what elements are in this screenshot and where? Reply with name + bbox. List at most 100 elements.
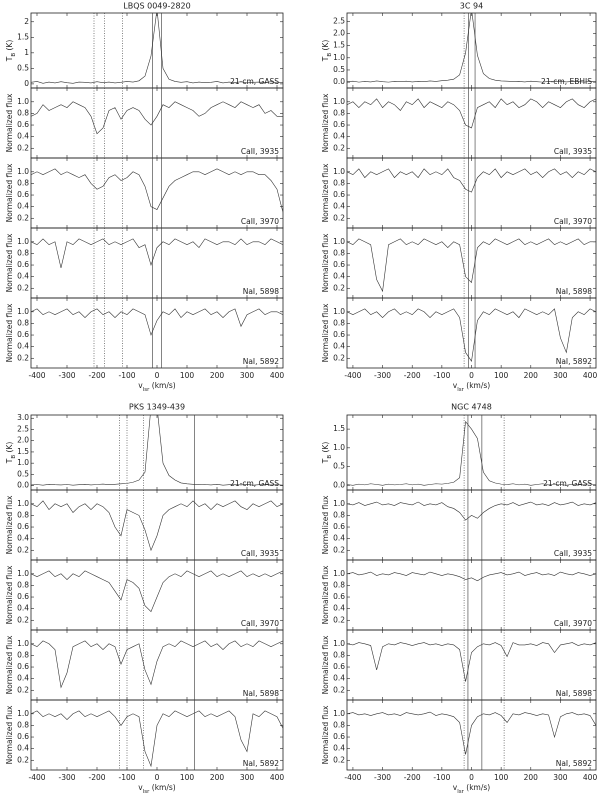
spectrum <box>347 238 596 293</box>
spectrum <box>347 501 596 521</box>
x-tick-label: 300 <box>240 371 255 380</box>
y-axis-label-main: Normalized flux <box>5 303 14 362</box>
panel-label: NaI, 5892 <box>243 357 280 366</box>
y-tick-label: 0.4 <box>17 272 29 281</box>
x-axis-label-main: v <box>453 783 458 792</box>
y-tick-label: 1.0 <box>333 167 345 176</box>
y-tick-label: 0.6 <box>17 522 29 531</box>
x-tick-label: 100 <box>180 773 195 782</box>
y-tick-label: 1.5 <box>17 32 29 41</box>
x-axis-label-rest: (km/s) <box>464 381 490 390</box>
y-axis-label-main: Normalized flux <box>321 163 330 222</box>
y-tick-label: 0.4 <box>17 534 29 543</box>
y-tick-label: 1.0 <box>17 709 29 718</box>
y-tick-label: 0.2 <box>333 143 345 152</box>
x-tick-label: 300 <box>553 773 568 782</box>
x-tick-label: -200 <box>88 371 105 380</box>
y-tick-label: 1.0 <box>333 307 345 316</box>
y-tick-label: 1.0 <box>17 307 29 316</box>
y-tick-label: 0.2 <box>17 545 29 554</box>
y-axis-label: TB (K) <box>321 40 333 63</box>
x-tick-label: 100 <box>494 371 509 380</box>
panel-label: CaII, 3970 <box>554 619 592 628</box>
y-tick-label: 0.2 <box>17 143 29 152</box>
x-tick-label: 100 <box>180 371 195 380</box>
chart-title: 3C 94 <box>460 2 483 11</box>
y-axis-label-main: Normalized flux <box>5 495 14 554</box>
y-tick-label: 2.5 <box>333 16 345 25</box>
x-axis-label-sub: lsr <box>143 387 150 393</box>
y-tick-label: 1.0 <box>333 709 345 718</box>
x-tick-label: 200 <box>524 773 539 782</box>
y-tick-label: 0.8 <box>17 580 29 589</box>
y-axis-label-main: T <box>321 56 330 62</box>
x-tick-label: -200 <box>404 371 421 380</box>
y-axis-label: Normalized flux <box>5 635 14 694</box>
y-axis-label-main: Normalized flux <box>5 565 14 624</box>
y-tick-label: 0.4 <box>17 202 29 211</box>
y-tick-label: 0.6 <box>333 732 345 741</box>
y-tick-label: 0.8 <box>17 178 29 187</box>
y-tick-label: 0.6 <box>333 592 345 601</box>
x-tick-label: -400 <box>344 371 361 380</box>
x-tick-label: -400 <box>28 371 45 380</box>
x-tick-label: 100 <box>494 773 509 782</box>
spectrum <box>347 571 596 582</box>
x-axis-label-sub: lsr <box>143 789 150 794</box>
y-tick-label: 1.0 <box>17 639 29 648</box>
y-tick-label: 0.8 <box>333 318 345 327</box>
y-tick-label: 0.8 <box>17 650 29 659</box>
x-tick-label: 200 <box>210 773 225 782</box>
y-tick-label: 0.2 <box>17 353 29 362</box>
x-axis-label: vlsr (km/s) <box>138 783 176 794</box>
x-axis-label-rest: (km/s) <box>149 783 175 792</box>
y-axis-label-rest: (K) <box>5 40 14 53</box>
spectrum <box>347 168 596 193</box>
y-axis-label-rest: (K) <box>5 442 14 455</box>
chart-title: PKS 1349-439 <box>129 403 185 412</box>
x-tick-label: 400 <box>583 773 598 782</box>
y-axis-label: Normalized flux <box>321 163 330 222</box>
panel-label: CaII, 3935 <box>241 549 279 558</box>
y-tick-label: 3.0 <box>17 413 29 422</box>
y-axis-label-sub: B <box>327 53 333 57</box>
panel-label: NaI, 5892 <box>556 759 593 768</box>
y-tick-label: 0.6 <box>17 260 29 269</box>
x-tick-label: -200 <box>88 773 105 782</box>
y-tick-label: 0.6 <box>333 662 345 671</box>
y-tick-label: 0.8 <box>17 318 29 327</box>
spectrum <box>31 308 283 336</box>
y-axis-label-sub: B <box>11 455 17 459</box>
x-tick-label: 300 <box>240 773 255 782</box>
y-axis-label-main: Normalized flux <box>5 163 14 222</box>
x-tick-label: -100 <box>433 371 450 380</box>
panel-label: CaII, 3970 <box>241 619 279 628</box>
x-tick-label: 400 <box>583 371 598 380</box>
y-axis-label: Normalized flux <box>321 705 330 764</box>
spectrum <box>347 98 596 129</box>
panel-label: NaI, 5898 <box>243 287 280 296</box>
y-tick-label: 0.2 <box>333 755 345 764</box>
panel-label: CaII, 3935 <box>241 147 279 156</box>
x-tick-label: 200 <box>210 371 225 380</box>
y-tick-label: 0.4 <box>333 342 345 351</box>
y-tick-label: 0.8 <box>17 248 29 257</box>
y-tick-label: 0.4 <box>333 132 345 141</box>
y-axis-label-main: Normalized flux <box>321 705 330 764</box>
y-tick-label: 0.4 <box>17 744 29 753</box>
y-tick-label: 0.5 <box>333 65 345 74</box>
y-tick-label: 0.4 <box>17 604 29 613</box>
panel-label: NaI, 5892 <box>243 759 280 768</box>
y-tick-label: 0.0 <box>333 480 345 489</box>
spectrum <box>347 13 596 83</box>
y-axis-label: Normalized flux <box>321 635 330 694</box>
y-axis-label-sub: B <box>11 53 17 57</box>
y-tick-label: 0.8 <box>333 248 345 257</box>
y-axis-label: Normalized flux <box>5 565 14 624</box>
y-axis-label: Normalized flux <box>321 93 330 152</box>
y-axis-label-main: Normalized flux <box>321 303 330 362</box>
y-axis-label: TB (K) <box>321 442 333 465</box>
spectrum <box>31 415 283 486</box>
y-tick-label: 0.6 <box>17 120 29 129</box>
